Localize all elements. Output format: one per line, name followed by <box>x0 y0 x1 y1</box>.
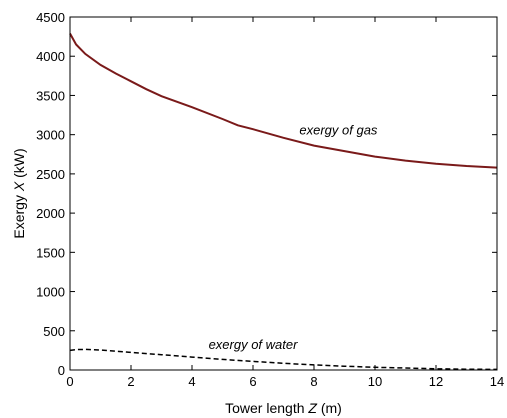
y-tick-label: 1000 <box>36 285 65 300</box>
y-axis-label: Exergy X (kW) <box>11 148 27 238</box>
x-tick-label: 12 <box>429 374 443 389</box>
annotations: exergy of gas exergy of water <box>209 123 378 352</box>
y-tick-label: 4000 <box>36 49 65 64</box>
y-tick-label: 0 <box>58 363 65 378</box>
y-tick-label: 2000 <box>36 206 65 221</box>
x-tick-label: 14 <box>490 374 504 389</box>
series-annotation: exergy of gas <box>299 123 378 138</box>
plot-lines <box>69 33 498 371</box>
y-tick-label: 1500 <box>36 245 65 260</box>
plot-frame <box>69 16 498 371</box>
series-annotation: exergy of water <box>209 337 299 352</box>
x-tick-label: 10 <box>368 374 382 389</box>
water-exergy-line <box>69 348 498 371</box>
gas-exergy-line <box>69 33 498 169</box>
x-tick-label: 8 <box>310 374 317 389</box>
y-tick-label: 3000 <box>36 128 65 143</box>
y-tick-label: 500 <box>43 324 65 339</box>
x-axis-label: Tower length Z (m) <box>225 400 342 416</box>
y-tick-label: 2500 <box>36 167 65 182</box>
x-tick-label: 6 <box>249 374 256 389</box>
y-tick-label: 4500 <box>36 10 65 25</box>
x-tick-label: 0 <box>66 374 73 389</box>
y-tick-label: 3500 <box>36 88 65 103</box>
axis-ticks: 0 2 4 6 8 10 12 14 0 500 1000 1500 2000 2500 3000 3500 4… <box>36 10 504 389</box>
x-tick-label: 2 <box>127 374 134 389</box>
x-tick-label: 4 <box>188 374 195 389</box>
